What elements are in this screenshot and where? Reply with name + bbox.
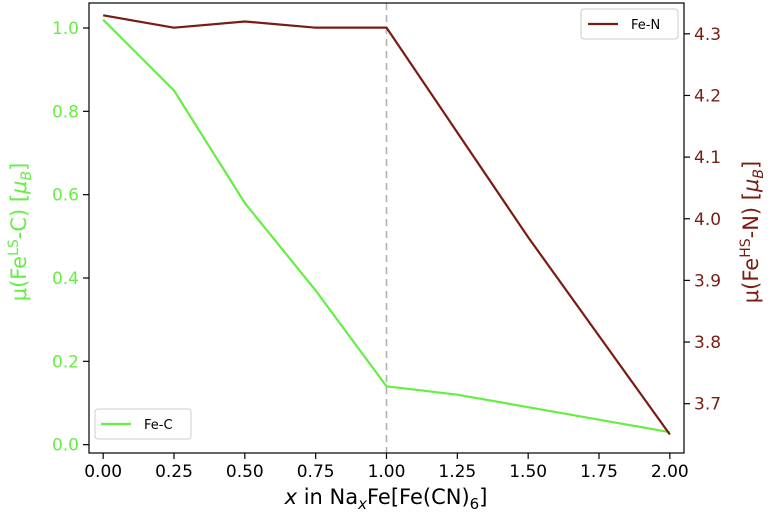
left-tick-label: 0.0	[52, 436, 79, 456]
plot-marks	[102, 3, 671, 453]
x-tick-label: 0.25	[155, 462, 193, 482]
right-tick-label: 3.9	[694, 271, 721, 291]
right-axis-label: μ(FeHS-N) [μB]	[738, 161, 767, 303]
legend-fe-c-box	[94, 408, 192, 440]
left-tick-label: 0.4	[52, 269, 79, 289]
right-tick-label: 3.8	[694, 333, 721, 353]
left-tick-label: 0.6	[52, 186, 79, 206]
right-tick-label: 4.2	[694, 86, 721, 106]
legend-fe-n: Fe-N	[580, 8, 679, 40]
legend-fe-c-label: Fe-C	[144, 418, 173, 433]
series-line-fe-c	[102, 18, 671, 434]
left-axis-ticks: 0.0 0.2 0.4 0.6 0.8 1.0	[52, 19, 89, 456]
x-tick-label: 1.50	[509, 462, 547, 482]
series-line-fe-n	[102, 14, 671, 436]
x-tick-label: 0.75	[297, 462, 335, 482]
x-tick-label: 0.00	[84, 462, 122, 482]
x-tick-label: 0.50	[226, 462, 264, 482]
left-tick-label: 1.0	[52, 19, 79, 39]
legend-fe-n-label: Fe-N	[631, 18, 660, 33]
left-tick-label: 0.2	[52, 352, 79, 372]
x-tick-label: 1.00	[368, 462, 406, 482]
x-axis-label: x in NaxFe[Fe(CN)6]	[284, 485, 488, 513]
x-tick-label: 1.75	[580, 462, 618, 482]
left-tick-label: 0.8	[52, 102, 79, 122]
right-tick-label: 4.1	[694, 148, 721, 168]
right-axis-ticks: 3.7 3.8 3.9 4.0 4.1 4.2 4.3	[684, 25, 721, 415]
right-tick-label: 4.3	[694, 25, 721, 45]
legend-fe-n-box	[580, 8, 679, 40]
x-tick-label: 2.00	[651, 462, 689, 482]
right-tick-label: 3.7	[694, 395, 721, 415]
x-axis-ticks: 0.00 0.25 0.50 0.75 1.00 1.25 1.50 1.75 2.00	[84, 453, 689, 482]
x-tick-label: 1.25	[438, 462, 476, 482]
right-tick-label: 4.0	[694, 210, 721, 230]
left-axis-label: μ(FeLS-C) [μB]	[6, 163, 35, 302]
legend-fe-c: Fe-C	[94, 408, 192, 440]
